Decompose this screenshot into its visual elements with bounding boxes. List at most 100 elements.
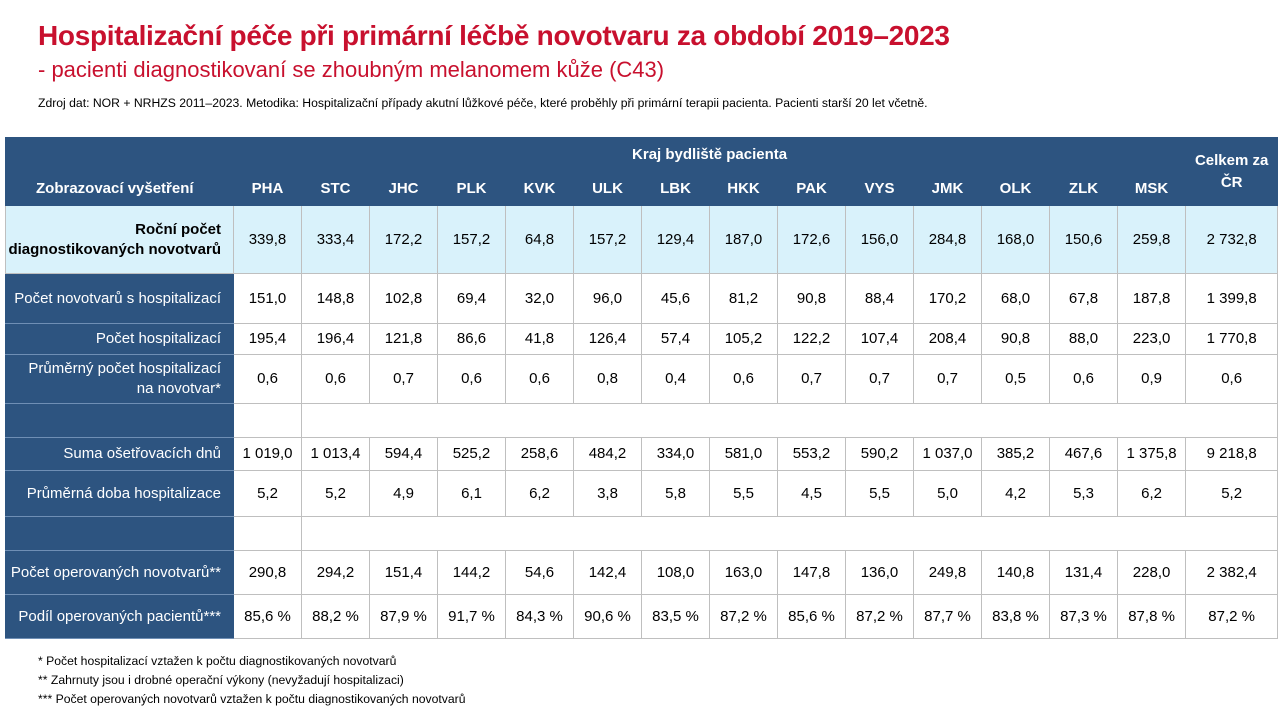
table-row: Podíl operovaných pacientů*** 85,6 % 88,2 … bbox=[5, 594, 1279, 639]
table-cell: 249,8 bbox=[913, 550, 982, 595]
table-cell: 590,2 bbox=[845, 437, 914, 471]
footnotes: * Počet hospitalizací vztažen k počtu di… bbox=[38, 652, 466, 709]
table-cell: 87,8 % bbox=[1116, 594, 1187, 639]
table-cell: 83,8 % bbox=[981, 594, 1050, 639]
table-cell: 88,4 bbox=[845, 273, 914, 324]
row-label: Průměrný počet hospitalizací na novotvar… bbox=[5, 354, 234, 404]
total-cell: 0,6 bbox=[1185, 354, 1279, 404]
table-cell: 41,8 bbox=[505, 323, 574, 355]
row-label: Roční počet diagnostikovaných novotvarů bbox=[5, 205, 234, 274]
table-cell: 525,2 bbox=[437, 437, 506, 471]
table-cell: 553,2 bbox=[777, 437, 846, 471]
table-cell: 0,6 bbox=[709, 354, 778, 404]
table-cell: 170,2 bbox=[913, 273, 982, 324]
table-cell: 83,5 % bbox=[641, 594, 710, 639]
table-cell: 0,9 bbox=[1116, 354, 1187, 404]
data-source-note: Zdroj dat: NOR + NRHZS 2011–2023. Metodi… bbox=[38, 96, 928, 110]
table-cell: 284,8 bbox=[913, 205, 982, 274]
region-header-hkk: HKK bbox=[709, 171, 778, 206]
table-cell: 129,4 bbox=[641, 205, 710, 274]
table-cell: 87,9 % bbox=[369, 594, 438, 639]
table-cell: 0,6 bbox=[301, 354, 370, 404]
table-cell: 32,0 bbox=[505, 273, 574, 324]
region-header-kvk: KVK bbox=[505, 171, 574, 206]
region-header-jhc: JHC bbox=[369, 171, 438, 206]
empty-cell bbox=[233, 403, 302, 438]
row-label: Průměrná doba hospitalizace bbox=[5, 470, 234, 517]
table-cell: 6,2 bbox=[505, 470, 574, 517]
table-cell: 90,8 bbox=[981, 323, 1050, 355]
region-group-header: Kraj bydliště pacienta bbox=[232, 137, 1187, 172]
table-cell: 84,3 % bbox=[505, 594, 574, 639]
table-cell: 142,4 bbox=[573, 550, 642, 595]
table-cell: 0,6 bbox=[233, 354, 302, 404]
table-cell: 196,4 bbox=[301, 323, 370, 355]
table-cell: 294,2 bbox=[301, 550, 370, 595]
table-cell: 69,4 bbox=[437, 273, 506, 324]
table-cell: 581,0 bbox=[709, 437, 778, 471]
table-cell: 86,6 bbox=[437, 323, 506, 355]
table-cell: 85,6 % bbox=[233, 594, 302, 639]
table-cell: 594,4 bbox=[369, 437, 438, 471]
table-cell: 108,0 bbox=[641, 550, 710, 595]
table-cell: 5,8 bbox=[641, 470, 710, 517]
table-cell: 57,4 bbox=[641, 323, 710, 355]
table-cell: 88,0 bbox=[1049, 323, 1118, 355]
region-header-msk: MSK bbox=[1116, 171, 1187, 206]
table-cell: 333,4 bbox=[301, 205, 370, 274]
table-cell: 157,2 bbox=[573, 205, 642, 274]
table-cell: 0,8 bbox=[573, 354, 642, 404]
total-cell: 1 399,8 bbox=[1185, 273, 1279, 324]
table-cell: 151,0 bbox=[233, 273, 302, 324]
table-cell: 4,2 bbox=[981, 470, 1050, 517]
table-row: Počet hospitalizací 195,4 196,4 121,8 86,6 41… bbox=[5, 323, 1279, 355]
table-cell: 87,2 % bbox=[709, 594, 778, 639]
footnote: ** Zahrnuty jsou i drobné operační výkon… bbox=[38, 673, 404, 687]
table-cell: 90,8 bbox=[777, 273, 846, 324]
row-label-empty bbox=[5, 516, 234, 551]
table-cell: 3,8 bbox=[573, 470, 642, 517]
table-cell: 0,7 bbox=[913, 354, 982, 404]
table-cell: 5,5 bbox=[709, 470, 778, 517]
table-cell: 228,0 bbox=[1116, 550, 1187, 595]
table-cell: 172,6 bbox=[777, 205, 846, 274]
table-cell: 259,8 bbox=[1116, 205, 1187, 274]
table-cell: 67,8 bbox=[1049, 273, 1118, 324]
table-cell: 150,6 bbox=[1049, 205, 1118, 274]
table-cell: 187,0 bbox=[709, 205, 778, 274]
table-cell: 385,2 bbox=[981, 437, 1050, 471]
total-cell: 2 732,8 bbox=[1185, 205, 1279, 274]
footnote: * Počet hospitalizací vztažen k počtu di… bbox=[38, 654, 397, 668]
region-header-zlk: ZLK bbox=[1049, 171, 1118, 206]
table-cell: 1 375,8 bbox=[1116, 437, 1187, 471]
table-cell: 0,6 bbox=[437, 354, 506, 404]
table-cell: 151,4 bbox=[369, 550, 438, 595]
region-header-olk: OLK bbox=[981, 171, 1050, 206]
empty-cell bbox=[301, 403, 1279, 438]
table-row: Roční počet diagnostikovaných novotvarů 3… bbox=[5, 205, 1279, 274]
region-header-pha: PHA bbox=[233, 171, 302, 206]
table-cell: 4,5 bbox=[777, 470, 846, 517]
table-cell: 1 013,4 bbox=[301, 437, 370, 471]
table-cell: 90,6 % bbox=[573, 594, 642, 639]
table-cell: 5,2 bbox=[301, 470, 370, 517]
row-label: Suma ošetřovacích dnů bbox=[5, 437, 234, 471]
total-cell: 9 218,8 bbox=[1185, 437, 1279, 471]
table-cell: 144,2 bbox=[437, 550, 506, 595]
table-row: Počet operovaných novotvarů** 290,8 294,2 1… bbox=[5, 550, 1279, 595]
table-cell: 195,4 bbox=[233, 323, 302, 355]
table-cell: 0,6 bbox=[1049, 354, 1118, 404]
table-cell: 121,8 bbox=[369, 323, 438, 355]
table-cell: 140,8 bbox=[981, 550, 1050, 595]
table-cell: 87,3 % bbox=[1049, 594, 1118, 639]
table-cell: 5,3 bbox=[1049, 470, 1118, 517]
table-cell: 6,1 bbox=[437, 470, 506, 517]
table-row: Počet novotvarů s hospitalizací 151,0 148,… bbox=[5, 273, 1279, 324]
table-cell: 5,2 bbox=[233, 470, 302, 517]
footnote: *** Počet operovaných novotvarů vztažen … bbox=[38, 692, 466, 706]
total-column-header: Celkem za ČR bbox=[1185, 137, 1279, 206]
hospitalization-table: Zobrazovací vyšetření Kraj bydliště paci… bbox=[5, 137, 1279, 639]
table-cell: 187,8 bbox=[1116, 273, 1187, 324]
table-cell: 339,8 bbox=[233, 205, 302, 274]
table-cell: 0,6 bbox=[505, 354, 574, 404]
